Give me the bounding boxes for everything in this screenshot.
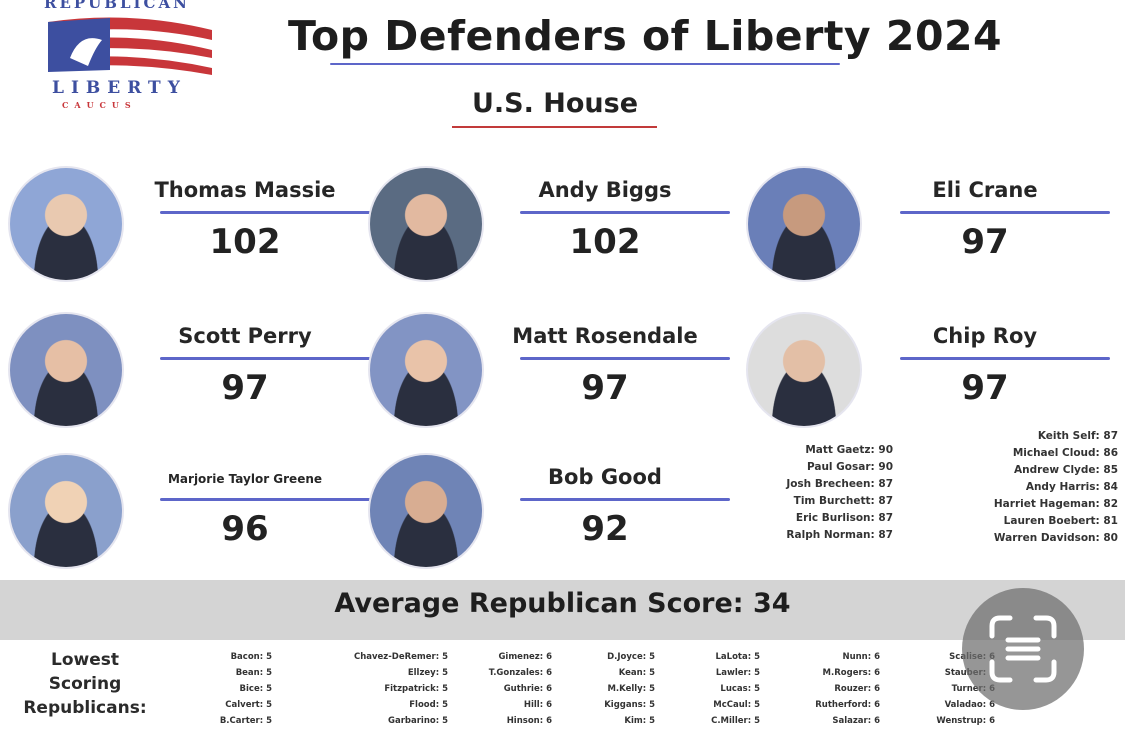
title-underline <box>330 63 840 65</box>
person-name: Marjorie Taylor Greene <box>167 472 323 486</box>
score: 97 <box>961 368 1009 408</box>
subtitle-underline <box>452 126 657 128</box>
person-name: Bob Good <box>548 465 662 489</box>
lowest-name: Valadao: 6 <box>944 700 995 710</box>
logo-top: REPUBLICAN <box>44 0 190 12</box>
name-underline <box>520 498 730 501</box>
name-underline <box>160 357 370 360</box>
person-name: Eli Crane <box>932 178 1038 202</box>
score: 102 <box>209 222 281 262</box>
name-underline <box>520 357 730 360</box>
lowest-name: McCaul: 5 <box>713 700 760 710</box>
lowest-name: Gimenez: 6 <box>498 652 552 662</box>
lowest-name: Kim: 5 <box>624 716 655 726</box>
lowest-name: Rutherford: 6 <box>815 700 880 710</box>
lowest-name: Hinson: 6 <box>506 716 552 726</box>
name-underline <box>520 211 730 214</box>
headshot <box>10 168 122 280</box>
headshot <box>10 455 122 567</box>
lowest-name: Ellzey: 5 <box>407 668 448 678</box>
lowest-name: Flood: 5 <box>409 700 448 710</box>
honorable-mention: Andrew Clyde: 85 <box>1013 464 1118 476</box>
honorable-mention: Keith Self: 87 <box>1037 430 1118 442</box>
name-underline <box>160 498 370 501</box>
score: 92 <box>581 509 629 549</box>
score: 97 <box>961 222 1009 262</box>
lowest-name: M.Kelly: 5 <box>607 684 655 694</box>
honorable-mention: Michael Cloud: 86 <box>1012 447 1118 459</box>
lowest-name: T.Gonzales: 6 <box>488 668 552 678</box>
lowest-name: B.Carter: 5 <box>219 716 272 726</box>
logo <box>48 17 212 75</box>
scan-icon <box>989 615 1057 683</box>
lowest-name: LaLota: 5 <box>715 652 760 662</box>
lowest-name: Rouzer: 6 <box>834 684 880 694</box>
lowest-name: Lucas: 5 <box>720 684 760 694</box>
headshot <box>370 455 482 567</box>
honorable-mention: Matt Gaetz: 90 <box>805 444 893 456</box>
headshot <box>370 314 482 426</box>
lowest-name: Salazar: 6 <box>832 716 880 726</box>
lowest-name: Kean: 5 <box>618 668 655 678</box>
person-name: Andy Biggs <box>538 178 672 202</box>
scan-button[interactable] <box>962 588 1084 710</box>
lowest-name: Bean: 5 <box>235 668 272 678</box>
headshot <box>748 168 860 280</box>
lowest-name: Wenstrup: 6 <box>936 716 995 726</box>
lowest-name: Garbarino: 5 <box>388 716 448 726</box>
average-band <box>0 580 1125 640</box>
lowest-label: Lowest <box>51 650 119 670</box>
person-name: Chip Roy <box>932 324 1038 348</box>
person-name: Scott Perry <box>178 324 312 348</box>
lowest-name: Hill: 6 <box>523 700 552 710</box>
title: Top Defenders of Liberty 2024 <box>287 12 1003 60</box>
lowest-name: M.Rogers: 6 <box>822 668 880 678</box>
score: 97 <box>221 368 269 408</box>
lowest-name: D.Joyce: 5 <box>607 652 655 662</box>
honorable-mention: Harriet Hageman: 82 <box>993 498 1118 510</box>
average-score: Average Republican Score: 34 <box>334 588 791 619</box>
lowest-name: Bice: 5 <box>239 684 272 694</box>
lowest-name: Chavez-DeRemer: 5 <box>353 652 448 662</box>
logo-middle: LIBERTY <box>52 78 187 98</box>
lowest-label: Scoring <box>48 674 122 694</box>
lowest-name: Bacon: 5 <box>230 652 272 662</box>
score: 102 <box>569 222 641 262</box>
name-underline <box>900 357 1110 360</box>
person-name: Matt Rosendale <box>512 324 698 348</box>
name-underline <box>160 211 370 214</box>
honorable-mention: Josh Brecheen: 87 <box>786 478 893 490</box>
score: 97 <box>581 368 629 408</box>
honorable-mention: Tim Burchett: 87 <box>793 495 893 507</box>
headshot <box>370 168 482 280</box>
honorable-mention: Lauren Boebert: 81 <box>1003 515 1118 527</box>
lowest-name: Calvert: 5 <box>225 700 272 710</box>
subtitle: U.S. House <box>471 88 639 119</box>
lowest-label: Republicans: <box>23 698 147 718</box>
lowest-name: Turner: 6 <box>951 684 995 694</box>
honorable-mention: Paul Gosar: 90 <box>806 461 893 473</box>
logo-bottom: CAUCUS <box>62 100 137 110</box>
headshot <box>748 314 860 426</box>
honorable-mention: Warren Davidson: 80 <box>993 532 1118 544</box>
name-underline <box>900 211 1110 214</box>
score: 96 <box>221 509 269 549</box>
lowest-name: Guthrie: 6 <box>503 684 552 694</box>
honorable-mention: Ralph Norman: 87 <box>786 529 893 541</box>
lowest-name: Kiggans: 5 <box>604 700 655 710</box>
person-name: Thomas Massie <box>154 178 336 202</box>
honorable-mention: Andy Harris: 84 <box>1025 481 1118 493</box>
lowest-name: Lawler: 5 <box>715 668 760 678</box>
lowest-name: C.Miller: 5 <box>711 716 760 726</box>
lowest-name: Nunn: 6 <box>842 652 880 662</box>
headshot <box>10 314 122 426</box>
honorable-mention: Eric Burlison: 87 <box>795 512 893 524</box>
lowest-name: Fitzpatrick: 5 <box>384 684 448 694</box>
